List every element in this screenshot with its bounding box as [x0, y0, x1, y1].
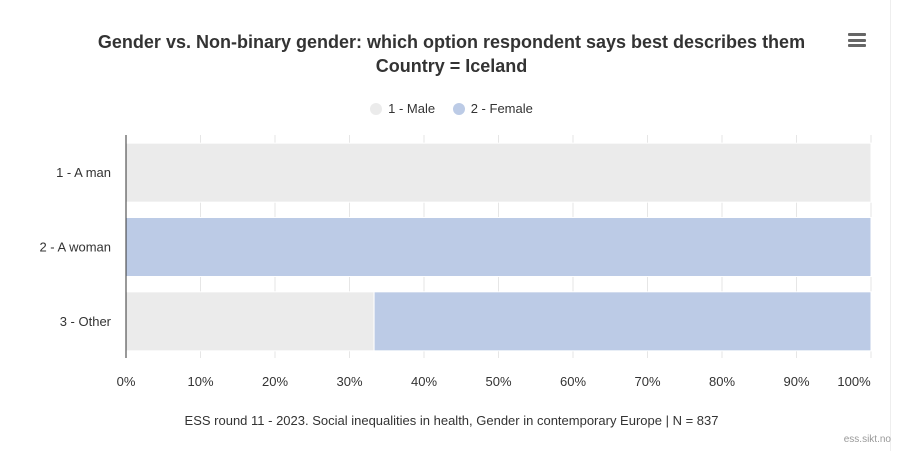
x-tick-label: 100% [837, 374, 871, 389]
x-tick-label: 0% [117, 374, 136, 389]
subtitle-text: Country = Iceland [375, 56, 528, 76]
x-tick-label: 90% [783, 374, 809, 389]
x-tick-label: 20% [262, 374, 288, 389]
title-text: Gender vs. Non-binary gender: which opti… [97, 32, 806, 52]
x-tick-label: 40% [411, 374, 437, 389]
chart-title: Gender vs. Non-binary gender: which opti… [0, 30, 903, 78]
bar-1-male [125, 142, 872, 203]
y-tick-label: 3 - Other [60, 314, 112, 329]
x-tick-label: 50% [485, 374, 511, 389]
legend-label: 1 - Male [388, 101, 436, 116]
legend-item-male[interactable]: 1 - Male [370, 101, 435, 116]
x-tick-label: 10% [187, 374, 213, 389]
legend-item-female[interactable]: 2 - Female [452, 101, 533, 116]
legend-dot [452, 102, 465, 115]
x-tick-label: 70% [634, 374, 660, 389]
y-tick-label: 1 - A man [56, 165, 111, 180]
chart-caption: ESS round 11 - 2023. Social inequalities… [184, 413, 719, 428]
bar-2-female [125, 217, 872, 277]
hamburger-menu-icon[interactable] [848, 33, 866, 47]
legend: 1 - Male 2 - Female [0, 101, 903, 118]
x-tick-label: 60% [560, 374, 586, 389]
y-tick-label: 2 - A woman [39, 240, 111, 255]
divider [890, 0, 891, 451]
legend-dot [370, 102, 383, 115]
legend-label: 2 - Female [470, 101, 533, 116]
credits-link[interactable]: ess.sikt.no [843, 434, 891, 445]
bar-2-female [373, 291, 872, 352]
x-tick-label: 30% [336, 374, 362, 389]
x-tick-label: 80% [709, 374, 735, 389]
bar-1-male [125, 291, 375, 352]
